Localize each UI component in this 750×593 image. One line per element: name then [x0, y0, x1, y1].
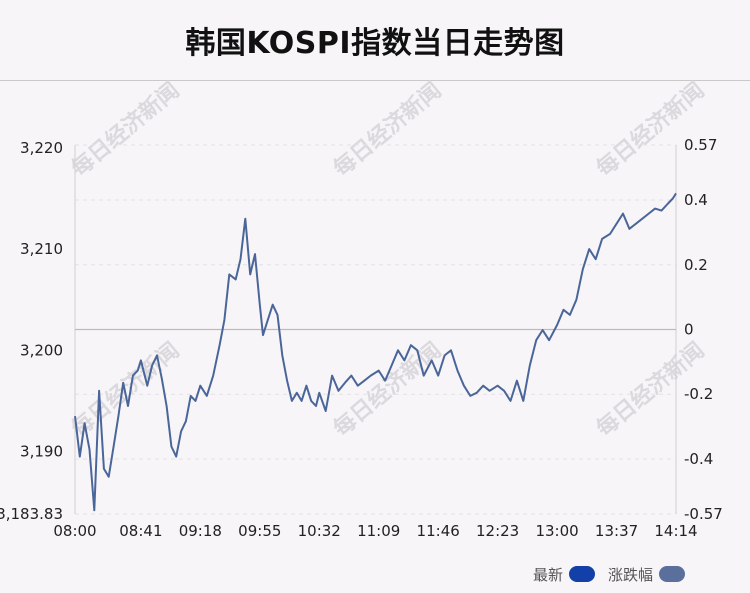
y-left-tick-label: 3,210	[20, 240, 63, 258]
x-tick-label: 11:46	[417, 522, 460, 540]
y-right-tick-label: 0.4	[684, 191, 708, 209]
axes	[74, 145, 677, 514]
title-divider	[0, 80, 750, 81]
y-right-tick-label: -0.2	[684, 385, 713, 403]
x-tick-label: 09:18	[179, 522, 222, 540]
watermark-text: 每日经济新闻	[329, 337, 447, 442]
x-tick-label: 09:55	[238, 522, 281, 540]
legend-item-change: 涨跌幅	[608, 564, 686, 584]
y-left-tick-label: 3,183.83	[0, 505, 63, 523]
chart-title: 韩国KOSPI指数当日走势图	[185, 26, 565, 61]
x-tick-label: 10:32	[298, 522, 341, 540]
legend-swatch-change	[659, 566, 686, 582]
x-axis-labels: 08:00 08:41 09:18 09:55 10:32 11:09 11:46 12:23…	[53, 522, 697, 540]
watermark-text: 每日经济新闻	[592, 77, 710, 182]
legend-swatch-latest	[569, 566, 596, 582]
y-left-tick-label: 3,200	[20, 341, 63, 359]
legend-item-latest: 最新	[533, 564, 596, 584]
series-layer	[74, 192, 677, 512]
y-axis-right-labels: -0.57 -0.4 -0.2 0 0.2 0.4 0.57	[684, 136, 723, 523]
y-right-tick-label: 0.2	[684, 256, 708, 274]
x-tick-label: 13:37	[595, 522, 638, 540]
x-tick-label: 14:14	[654, 522, 697, 540]
y-right-tick-label: 0.57	[684, 136, 717, 154]
y-right-tick-label: 0	[684, 321, 694, 339]
watermark-text: 每日经济新闻	[67, 77, 185, 182]
legend-label-change: 涨跌幅	[608, 565, 654, 584]
x-tick-label: 12:23	[476, 522, 519, 540]
y-right-tick-label: -0.4	[684, 450, 713, 468]
y-left-tick-label: 3,220	[20, 139, 63, 157]
y-right-tick-label: -0.57	[684, 505, 723, 523]
x-tick-label: 11:09	[357, 522, 400, 540]
y-left-tick-label: 3,190	[20, 443, 63, 461]
x-tick-label: 08:00	[53, 522, 96, 540]
x-tick-label: 13:00	[535, 522, 578, 540]
watermark-text: 每日经济新闻	[329, 77, 447, 182]
series-line	[74, 192, 677, 512]
legend-label-latest: 最新	[533, 565, 564, 584]
x-tick-label: 08:41	[119, 522, 162, 540]
y-axis-left-labels: 3,183.83 3,190 3,200 3,210 3,220	[0, 139, 63, 523]
